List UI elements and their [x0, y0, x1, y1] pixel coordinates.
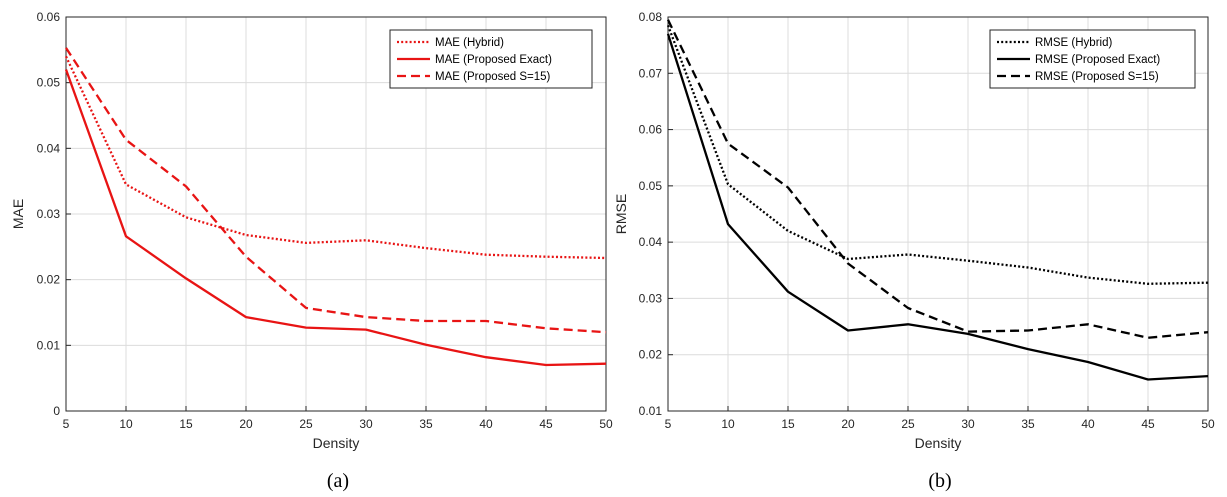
y-axis-label: MAE — [10, 199, 26, 229]
y-tick-label: 0.06 — [37, 10, 61, 24]
x-tick-label: 5 — [63, 417, 70, 431]
legend-entry-3: RMSE (Proposed S=15) — [1035, 71, 1159, 83]
legend: MAE (Hybrid) MAE (Proposed Exact) MAE (Pro… — [389, 29, 593, 89]
y-tick-label: 0.05 — [639, 179, 663, 193]
y-tick-label: 0.04 — [37, 141, 61, 155]
legend-entry-3: MAE (Proposed S=15) — [435, 71, 551, 83]
x-axis-label: Density — [313, 435, 360, 451]
figure-caption: (a) — [327, 470, 349, 492]
legend-entry-2: RMSE (Proposed Exact) — [1035, 54, 1160, 66]
legend: RMSE (Hybrid) RMSE (Proposed Exact) RMSE (… — [989, 29, 1196, 89]
x-tick-label: 40 — [1081, 417, 1095, 431]
series-line-1 — [666, 24, 1209, 285]
x-tick-label: 25 — [901, 417, 915, 431]
x-tick-label: 45 — [539, 417, 553, 431]
x-tick-label: 10 — [721, 417, 735, 431]
y-tick-label: 0.01 — [37, 338, 61, 352]
plot-frame — [65, 16, 607, 412]
x-tick-label: 20 — [841, 417, 855, 431]
y-tick-label: 0.05 — [37, 76, 61, 90]
x-tick-label: 35 — [1021, 417, 1035, 431]
series-line-1 — [64, 55, 607, 260]
chart-mae: 5 10 15 20 25 30 35 40 45 50 0 0.01 0.02 0.03 0.04 0.05… — [10, 10, 613, 492]
y-tick-label: 0.01 — [639, 404, 663, 418]
x-tick-label: 25 — [299, 417, 313, 431]
y-tick-label: 0.03 — [37, 207, 61, 221]
x-tick-label: 30 — [359, 417, 373, 431]
x-tick-label: 10 — [119, 417, 133, 431]
legend-entry-1: RMSE (Hybrid) — [1035, 37, 1112, 49]
x-tick-label: 15 — [179, 417, 193, 431]
x-tick-label: 15 — [781, 417, 795, 431]
legend-entry-2: MAE (Proposed Exact) — [435, 54, 552, 66]
chart-rmse: 5 10 15 20 25 30 35 40 45 50 0.01 0.02 0.03 0.04 0.05 0… — [613, 10, 1215, 492]
x-tick-label: 35 — [419, 417, 433, 431]
y-tick-label: 0 — [53, 404, 60, 418]
series-line-2 — [666, 33, 1209, 381]
y-tick-label: 0.04 — [639, 235, 663, 249]
y-tick-label: 0.02 — [639, 348, 663, 362]
x-axis-label: Density — [915, 435, 962, 451]
y-tick-label: 0.06 — [639, 123, 663, 137]
x-tick-label: 50 — [599, 417, 613, 431]
x-tick-label: 30 — [961, 417, 975, 431]
x-tick-label: 40 — [479, 417, 493, 431]
x-tick-label: 5 — [665, 417, 672, 431]
y-tick-label: 0.08 — [639, 10, 663, 24]
x-tick-label: 45 — [1141, 417, 1155, 431]
x-tick-label: 20 — [239, 417, 253, 431]
plot-frame — [667, 16, 1209, 412]
y-tick-label: 0.03 — [639, 291, 663, 305]
series-line-2 — [64, 69, 607, 367]
y-axis-label: RMSE — [613, 194, 629, 234]
series-line-3 — [65, 47, 607, 334]
y-tick-label: 0.02 — [37, 273, 61, 287]
x-tick-label: 50 — [1201, 417, 1215, 431]
y-tick-label: 0.07 — [639, 66, 663, 80]
series-line-3 — [666, 19, 1209, 339]
figure-caption: (b) — [928, 470, 951, 492]
legend-entry-1: MAE (Hybrid) — [435, 37, 504, 49]
